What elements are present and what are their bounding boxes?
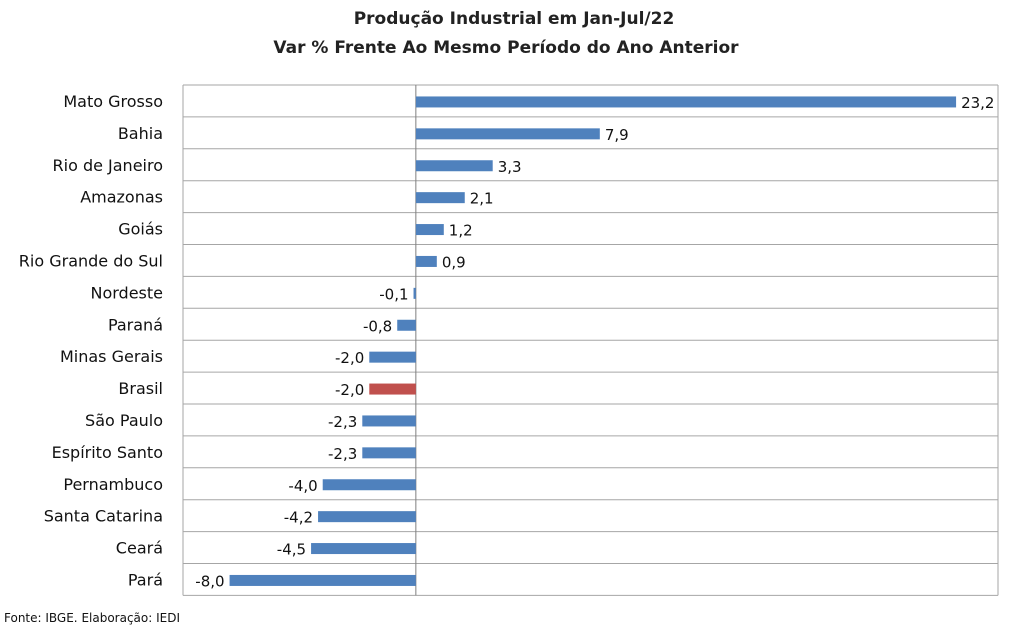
category-label: Ceará — [116, 539, 163, 558]
bar-santa-catarina — [318, 511, 416, 523]
category-label: Brasil — [118, 379, 163, 398]
category-label: Minas Gerais — [60, 347, 163, 366]
data-label: -4,0 — [288, 477, 317, 495]
chart-subtitle: Var % Frente Ao Mesmo Período do Ano Ant… — [273, 38, 739, 58]
data-label: -8,0 — [195, 572, 224, 590]
data-label: 7,9 — [605, 126, 629, 144]
data-label: -0,1 — [379, 285, 408, 303]
bar-espírito-santo — [362, 447, 416, 459]
bar-paraná — [397, 319, 416, 331]
data-label: 3,3 — [498, 158, 522, 176]
bar-bahia — [415, 128, 600, 140]
category-label: Santa Catarina — [44, 507, 163, 526]
bar-pernambuco — [322, 479, 416, 491]
bar-minas-gerais — [369, 351, 416, 363]
bar-nordeste — [413, 287, 416, 299]
bar-goiás — [415, 224, 444, 236]
data-label: 0,9 — [442, 253, 466, 271]
category-label: São Paulo — [85, 411, 163, 430]
data-label: -2,3 — [328, 445, 357, 463]
bar-rio-grande-do-sul — [415, 255, 437, 267]
category-label: Paraná — [108, 315, 163, 334]
bar-amazonas — [415, 192, 465, 204]
category-label: Mato Grosso — [63, 92, 163, 111]
bars — [229, 96, 957, 586]
data-label: -2,0 — [335, 349, 364, 367]
data-label: -4,2 — [284, 509, 313, 527]
source-note: Fonte: IBGE. Elaboração: IEDI — [4, 611, 181, 625]
data-label: 23,2 — [961, 94, 994, 112]
category-label: Amazonas — [80, 188, 163, 207]
bar-pará — [229, 574, 416, 586]
category-label: Pernambuco — [63, 475, 163, 494]
bar-são-paulo — [362, 415, 416, 427]
bar-ceará — [311, 543, 416, 555]
category-label: Goiás — [118, 220, 163, 239]
category-label: Bahia — [118, 124, 163, 143]
data-label: -2,0 — [335, 381, 364, 399]
data-label: 2,1 — [470, 190, 494, 208]
chart-title: Produção Industrial em Jan-Jul/22 — [354, 9, 675, 29]
bar-rio-de-janeiro — [415, 160, 493, 172]
bar-mato-grosso — [415, 96, 957, 108]
category-label: Nordeste — [90, 283, 163, 302]
data-label: -0,8 — [363, 317, 392, 335]
gridlines — [182, 84, 999, 596]
data-label: 1,2 — [449, 222, 473, 240]
bar-brasil — [369, 383, 416, 395]
data-label: -4,5 — [277, 541, 306, 559]
category-label: Rio Grande do Sul — [19, 251, 163, 270]
category-label: Pará — [128, 570, 163, 589]
category-label: Rio de Janeiro — [53, 156, 164, 175]
data-label: -2,3 — [328, 413, 357, 431]
category-label: Espírito Santo — [52, 443, 163, 462]
labels: Mato Grosso 23,2 Bahia 7,9 Rio de Janeiro 3,3… — [19, 92, 995, 591]
